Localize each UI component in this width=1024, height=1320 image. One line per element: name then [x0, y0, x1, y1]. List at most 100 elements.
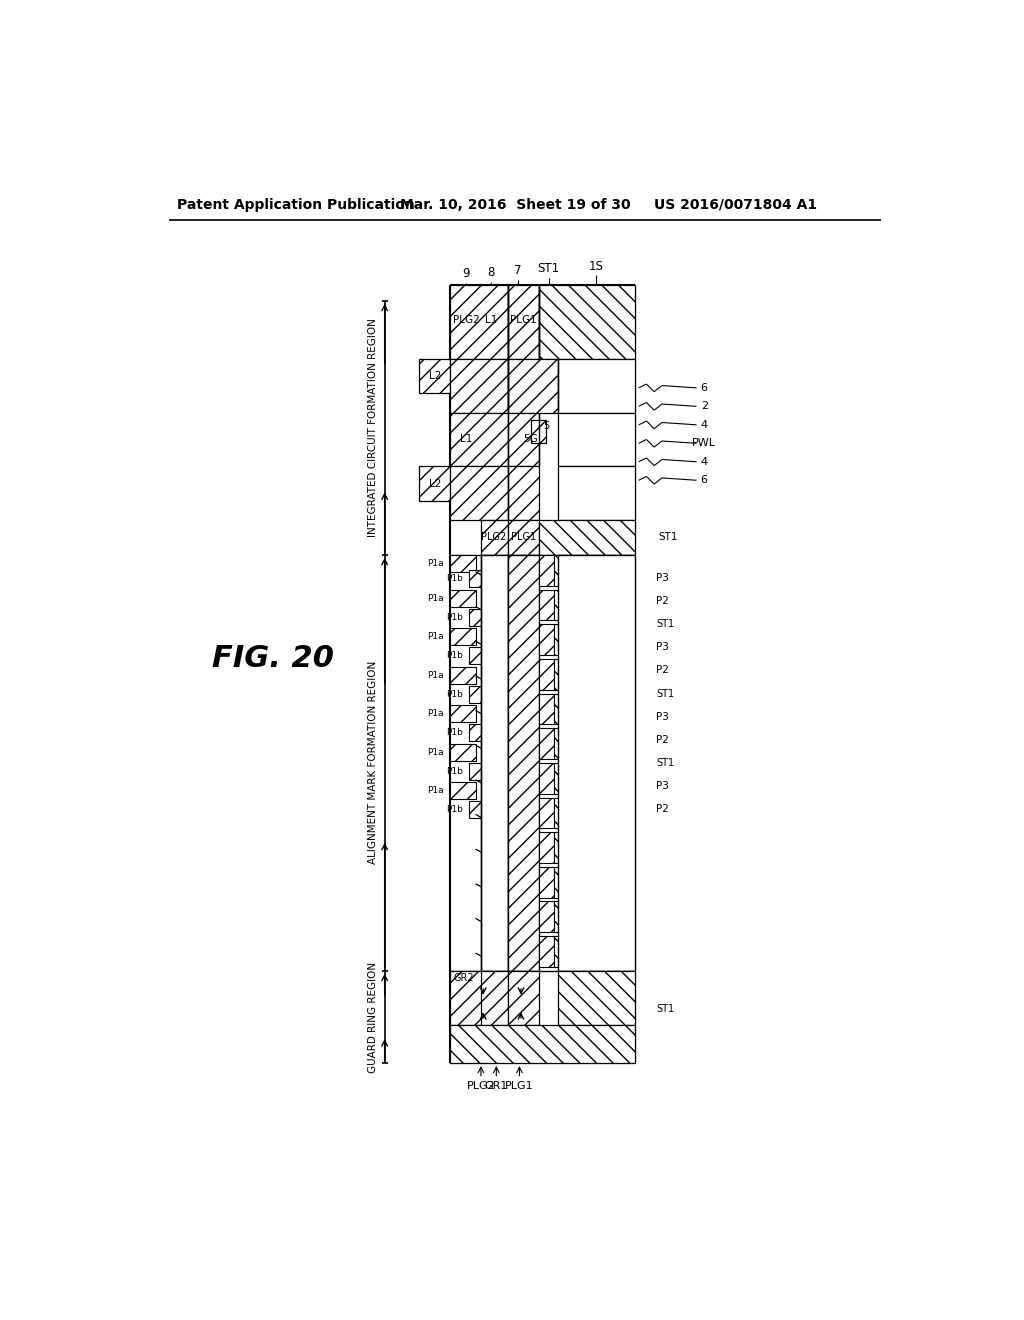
Text: 1S: 1S — [589, 260, 604, 273]
Bar — [451, 667, 475, 684]
Text: PLG1: PLG1 — [510, 315, 537, 325]
Text: P2: P2 — [656, 597, 670, 606]
Bar — [469, 801, 495, 818]
Text: L1: L1 — [460, 434, 472, 445]
Text: P1b: P1b — [446, 690, 463, 698]
Bar — [531, 420, 547, 444]
Bar — [508, 466, 539, 520]
Text: ST1: ST1 — [538, 261, 560, 275]
Bar — [508, 359, 558, 412]
Bar — [539, 832, 554, 863]
Bar — [469, 686, 495, 702]
Text: 5: 5 — [544, 421, 550, 432]
Bar — [451, 285, 508, 359]
Bar — [481, 520, 508, 554]
Bar — [539, 867, 554, 898]
Text: P3: P3 — [656, 643, 670, 652]
Text: P1a: P1a — [427, 632, 444, 642]
Bar — [539, 285, 635, 359]
Text: P1b: P1b — [446, 574, 463, 583]
Bar — [451, 1024, 635, 1063]
Text: P1b: P1b — [446, 651, 463, 660]
Bar — [451, 466, 508, 520]
Text: PLG2: PLG2 — [467, 1081, 496, 1092]
Text: 8: 8 — [487, 265, 495, 279]
Bar — [539, 624, 554, 655]
Bar — [469, 725, 495, 742]
Bar — [554, 763, 565, 793]
Text: US 2016/0071804 A1: US 2016/0071804 A1 — [654, 198, 817, 211]
Text: ST1: ST1 — [656, 1005, 675, 1014]
Text: ST1: ST1 — [656, 758, 675, 768]
Bar — [558, 413, 635, 466]
Text: P1a: P1a — [427, 671, 444, 680]
Bar — [508, 413, 539, 466]
Bar — [554, 902, 565, 932]
Text: ST1: ST1 — [658, 532, 678, 543]
Bar — [558, 359, 635, 412]
Bar — [554, 797, 565, 829]
Text: PLG1: PLG1 — [511, 532, 536, 543]
Text: 4: 4 — [700, 457, 708, 467]
Text: 2: 2 — [700, 401, 708, 412]
Text: P1b: P1b — [446, 805, 463, 814]
Text: 9: 9 — [463, 268, 470, 280]
Text: P1a: P1a — [427, 709, 444, 718]
Text: PLG2: PLG2 — [453, 315, 479, 325]
Bar — [419, 466, 451, 502]
Text: P1a: P1a — [427, 747, 444, 756]
Text: L2: L2 — [428, 479, 441, 490]
Text: P1a: P1a — [427, 787, 444, 795]
Text: L1: L1 — [484, 315, 497, 325]
Bar — [554, 693, 565, 725]
Bar — [539, 902, 554, 932]
Text: L2: L2 — [428, 371, 441, 381]
Bar — [451, 970, 488, 1024]
Bar — [554, 624, 565, 655]
Text: 6: 6 — [700, 475, 708, 486]
Text: P3: P3 — [656, 711, 670, 722]
Text: P2: P2 — [656, 735, 670, 744]
Bar — [508, 520, 539, 554]
Bar — [539, 659, 554, 689]
Text: FIG. 20: FIG. 20 — [212, 644, 334, 673]
Text: ST1: ST1 — [656, 619, 675, 630]
Text: P1a: P1a — [427, 558, 444, 568]
Bar — [451, 413, 508, 466]
Text: 5G: 5G — [523, 434, 539, 445]
Text: PLG1: PLG1 — [505, 1081, 534, 1092]
Bar — [539, 520, 635, 554]
Text: PLG2: PLG2 — [481, 532, 507, 543]
Text: P2: P2 — [656, 665, 670, 676]
Bar — [539, 590, 554, 620]
Bar — [451, 359, 508, 412]
Text: P2: P2 — [656, 804, 670, 814]
Bar — [451, 705, 475, 722]
Bar — [554, 832, 565, 863]
Text: GR1: GR1 — [484, 1081, 508, 1092]
Bar — [419, 359, 451, 393]
Bar — [451, 628, 475, 645]
Bar — [554, 659, 565, 689]
Bar — [451, 743, 475, 760]
Text: P3: P3 — [656, 573, 670, 583]
Bar — [558, 554, 635, 970]
Bar — [539, 763, 554, 793]
Bar — [451, 781, 475, 799]
Text: P1b: P1b — [446, 729, 463, 738]
Bar — [508, 285, 539, 359]
Bar — [481, 554, 508, 970]
Bar — [539, 797, 554, 829]
Bar — [539, 729, 554, 759]
Bar — [558, 970, 635, 1024]
Text: Patent Application Publication: Patent Application Publication — [177, 198, 415, 211]
Bar — [451, 554, 475, 572]
Bar — [558, 466, 635, 520]
Text: INTEGRATED CIRCUIT FORMATION REGION: INTEGRATED CIRCUIT FORMATION REGION — [368, 318, 378, 537]
Text: GUARD RING REGION: GUARD RING REGION — [368, 961, 378, 1073]
Text: P1b: P1b — [446, 612, 463, 622]
Bar — [469, 609, 495, 626]
Text: 6: 6 — [700, 383, 708, 393]
Bar — [508, 554, 539, 970]
Bar — [469, 763, 495, 780]
